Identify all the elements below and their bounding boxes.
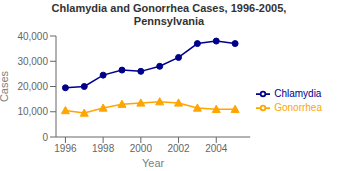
svg-text:30,000: 30,000: [17, 56, 48, 67]
html-text:Pennsylvania: Pennsylvania: [133, 15, 205, 27]
svg-text:2002: 2002: [167, 143, 190, 154]
svg-text:0: 0: [42, 132, 48, 143]
svg-text:Cases: Cases: [8, 70, 10, 102]
html-text:Gonorrhea: Gonorrhea: [274, 101, 322, 113]
svg-text:Year: Year: [142, 157, 165, 169]
svg-text:20,000: 20,000: [17, 81, 48, 92]
svg-text:1998: 1998: [92, 143, 115, 154]
html-text:Chlamydia: Chlamydia: [274, 87, 322, 99]
svg-text:10,000: 10,000: [17, 106, 48, 117]
svg-text:40,000: 40,000: [17, 31, 48, 42]
svg-text:1996: 1996: [54, 143, 77, 154]
svg-text:2004: 2004: [205, 143, 228, 154]
html-text:Chlamydia and Gonorrhea Cases,: Chlamydia and Gonorrhea Cases, 1996-2005…: [51, 2, 287, 14]
svg-text:2000: 2000: [130, 143, 153, 154]
